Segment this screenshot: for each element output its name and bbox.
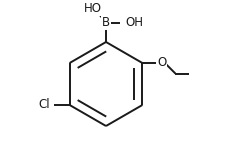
Text: B: B [102,16,110,29]
Text: O: O [157,57,167,69]
Text: HO: HO [84,3,101,15]
Text: OH: OH [126,16,143,29]
Text: Cl: Cl [38,99,50,111]
